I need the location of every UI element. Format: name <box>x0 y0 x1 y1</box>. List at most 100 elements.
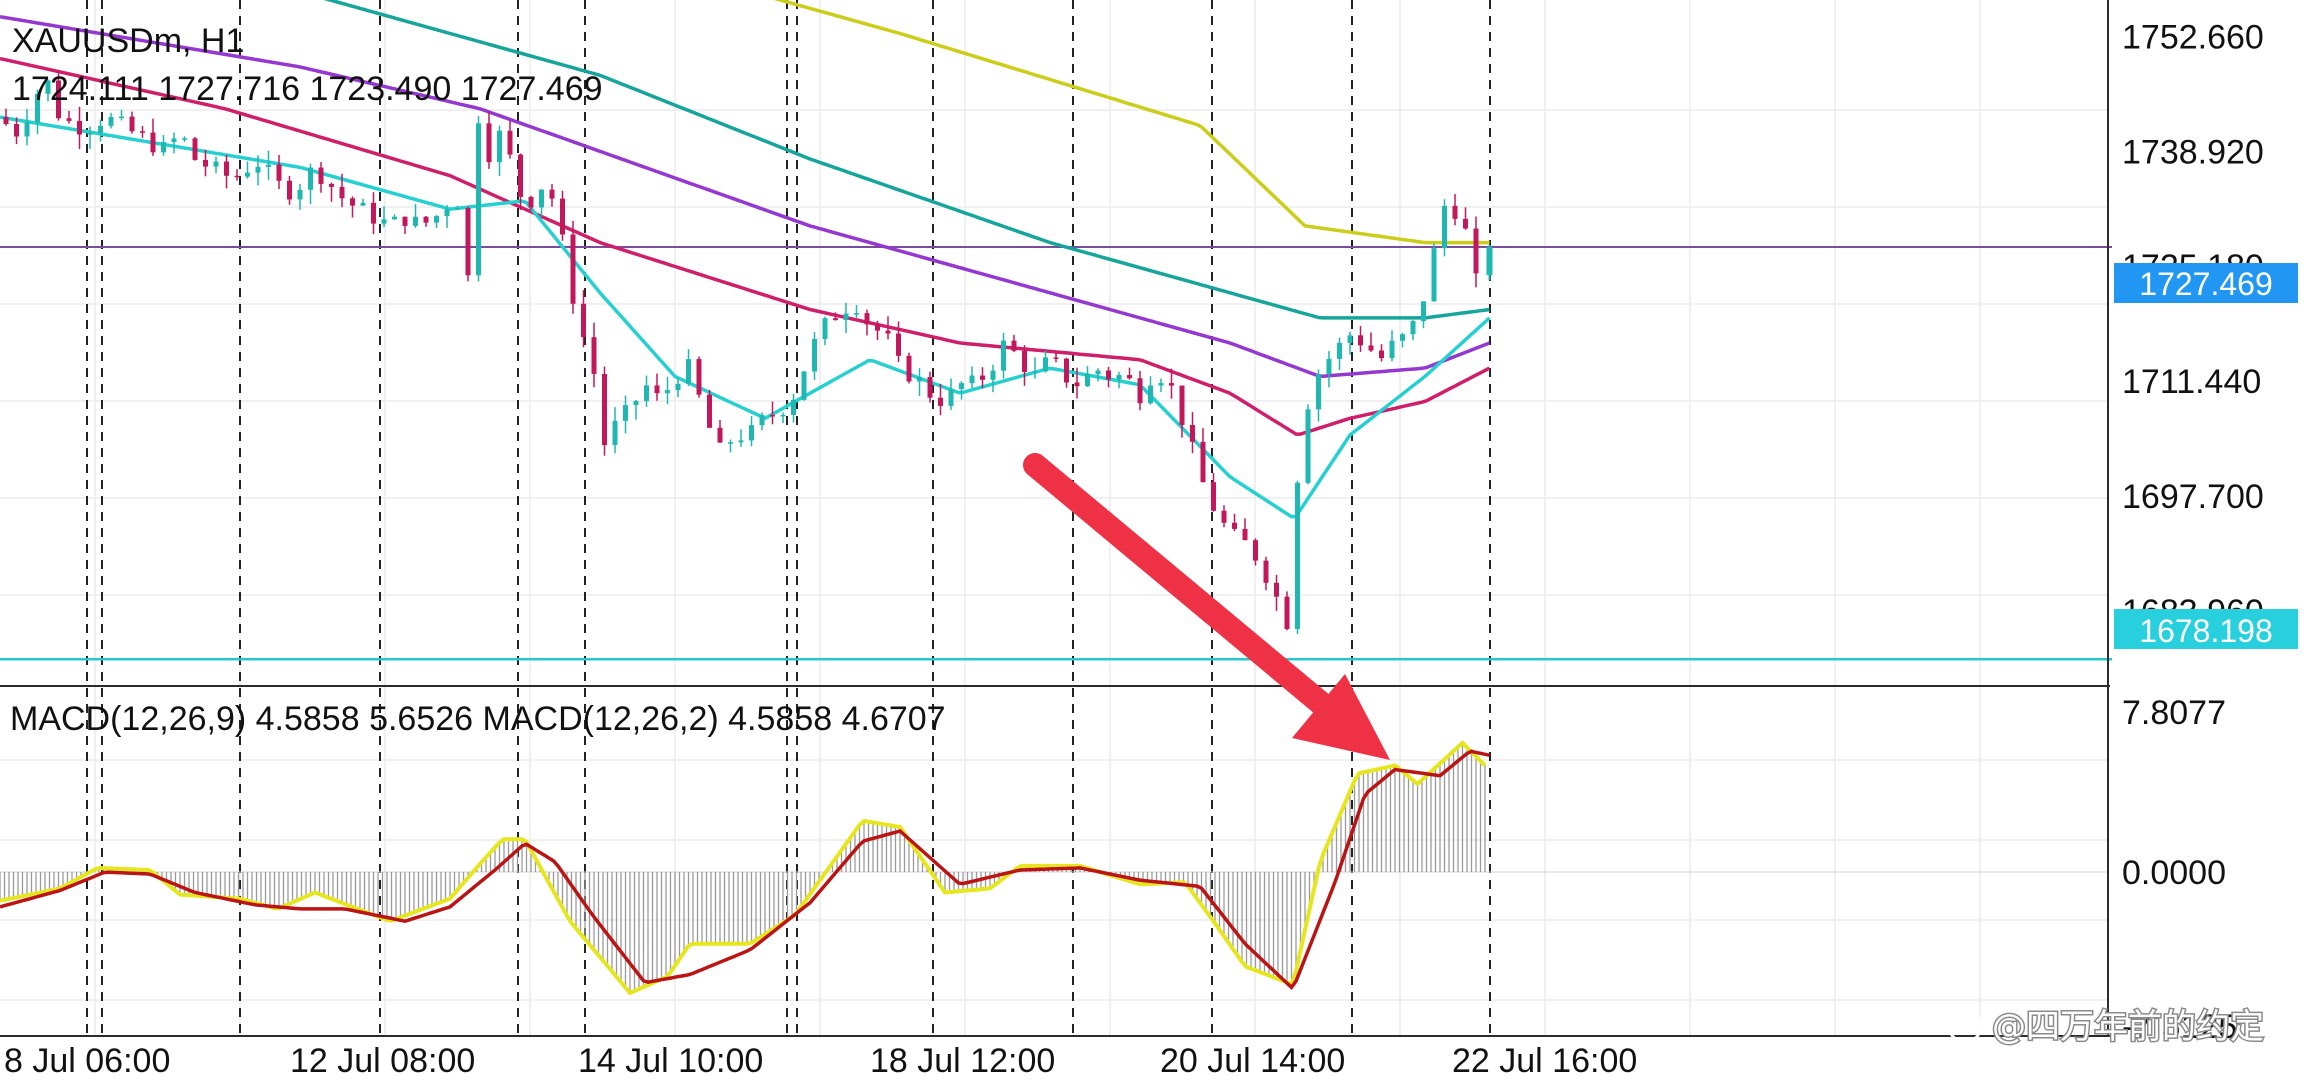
candle-body <box>140 131 145 133</box>
candle-body <box>1116 375 1122 380</box>
candle-body <box>1242 528 1248 541</box>
candle-body <box>1463 218 1468 229</box>
candle-body <box>308 167 313 190</box>
time-tick-label: 14 Jul 10:00 <box>578 1042 763 1080</box>
candle-body <box>770 415 775 417</box>
candle-body <box>203 159 208 167</box>
candle-body <box>45 80 51 94</box>
candle-body <box>864 313 870 325</box>
candle-body <box>287 180 292 200</box>
candle-body <box>423 216 429 223</box>
candle-body <box>1106 370 1111 380</box>
candle-body <box>1169 383 1174 386</box>
watermark-icon <box>1947 1008 1983 1044</box>
candle-body <box>392 216 397 220</box>
candle-body <box>171 138 177 143</box>
candle-body <box>518 154 523 197</box>
candle-body <box>875 324 880 331</box>
candle-body <box>612 420 618 446</box>
candle-body <box>224 161 229 176</box>
candlesticks <box>3 70 1493 634</box>
candle-body <box>1347 335 1353 343</box>
candle-body <box>623 405 628 421</box>
ma-line-magenta <box>0 56 1491 436</box>
price-tick-label: 1711.440 <box>2122 363 2261 401</box>
candle-body <box>108 117 114 126</box>
candle-body <box>570 234 576 304</box>
macd-fast-line <box>0 740 1487 996</box>
session-separators <box>86 0 1491 1036</box>
price-tick-label: 1738.920 <box>2122 133 2264 171</box>
candle-body <box>1095 370 1101 375</box>
candle-body <box>1400 334 1405 341</box>
candle-body <box>77 120 82 135</box>
candle-body <box>1410 321 1416 335</box>
ma-line-teal <box>323 0 1490 320</box>
candle-body <box>717 427 723 443</box>
candle-body <box>297 189 303 200</box>
candle-body <box>969 375 975 384</box>
candle-body <box>1158 383 1164 386</box>
candle-body <box>1211 482 1216 511</box>
candle-body <box>1316 374 1321 410</box>
candle-body <box>1232 522 1237 529</box>
macd-tick-label: 7.8077 <box>2122 694 2226 732</box>
candle-body <box>801 371 807 400</box>
candle-body <box>455 208 460 210</box>
ma-line-cyan <box>0 115 1491 519</box>
candle-body <box>1431 248 1437 302</box>
candle-body <box>1200 441 1206 483</box>
candle-body <box>329 183 334 187</box>
candle-body <box>245 172 250 177</box>
candle-body <box>444 209 450 217</box>
candle-body <box>161 142 166 153</box>
current-price-tag: 1727.469 <box>2114 263 2298 303</box>
candle-body <box>129 116 135 132</box>
time-tick-label: 22 Jul 16:00 <box>1452 1042 1637 1080</box>
candle-body <box>192 138 198 160</box>
candle-body <box>465 208 471 276</box>
candle-body <box>1295 482 1300 629</box>
candle-body <box>486 123 492 163</box>
candle-body <box>539 189 544 208</box>
candle-body <box>1421 301 1426 322</box>
current-price-text: 1727.469 <box>2139 266 2272 302</box>
current-price-tag-bg <box>2114 263 2298 303</box>
candle-body <box>1337 342 1342 359</box>
candle-body <box>87 133 93 135</box>
candle-body <box>1389 340 1395 359</box>
ma-line-purple <box>0 14 1491 378</box>
candle-body <box>35 93 40 123</box>
candle-body <box>675 383 681 391</box>
candle-body <box>507 130 513 155</box>
arrow-head <box>1292 674 1390 760</box>
macd-tick-label: 0.0000 <box>2122 854 2226 892</box>
candle-body <box>1064 358 1069 383</box>
candle-body <box>119 116 124 119</box>
candle-body <box>339 186 345 199</box>
candle-body <box>255 166 261 173</box>
candle-body <box>560 198 565 235</box>
arrow-shaft <box>1023 453 1347 727</box>
level-price-text: 1678.198 <box>2139 613 2272 649</box>
candle-body <box>549 189 555 199</box>
time-tick-label: 8 Jul 06:00 <box>4 1042 170 1080</box>
candle-body <box>633 401 639 406</box>
candle-body <box>350 198 355 206</box>
macd-tick-label: -7.5125 <box>2122 1008 2237 1046</box>
candle-body <box>1368 345 1374 351</box>
candle-body <box>24 122 30 137</box>
time-tick-label: 12 Jul 08:00 <box>290 1042 475 1080</box>
macd-panel <box>0 740 2108 996</box>
candle-body <box>1253 540 1258 561</box>
candle-body <box>665 390 670 394</box>
candle-body <box>1190 424 1195 442</box>
candle-body <box>959 383 964 390</box>
candle-body <box>3 117 9 125</box>
candle-body <box>476 123 481 276</box>
candle-body-last <box>1486 247 1493 276</box>
candle-body <box>1284 596 1290 629</box>
candle-body <box>1001 340 1006 371</box>
candle-body <box>581 303 586 338</box>
